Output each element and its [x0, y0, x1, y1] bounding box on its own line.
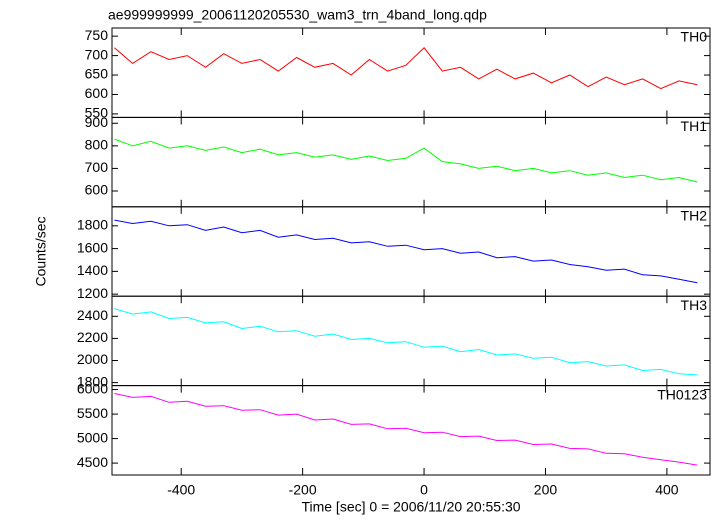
y-axis-label: Counts/sec	[33, 216, 49, 286]
y-tick-label: 550	[85, 105, 109, 121]
y-tick-label: 1800	[77, 373, 108, 389]
series-label: TH2	[681, 208, 708, 224]
series-line	[114, 47, 698, 90]
x-tick-label: 0	[420, 482, 428, 498]
y-tick-label: 1200	[77, 285, 108, 301]
y-tick-label: 800	[85, 137, 109, 153]
series-label: TH0123	[657, 386, 707, 402]
y-tick-label: 700	[85, 159, 109, 175]
panel-frame	[111, 27, 711, 118]
y-tick-label: 700	[85, 46, 109, 62]
y-tick-label: 1400	[77, 262, 108, 278]
y-tick-label: 6000	[77, 380, 108, 396]
y-tick-label: 650	[85, 66, 109, 82]
x-tick-label: 400	[655, 482, 679, 498]
y-tick-label: 1600	[77, 239, 108, 255]
y-tick-label: 600	[85, 182, 109, 198]
panel-frame	[111, 116, 711, 208]
y-tick-label: 750	[85, 27, 109, 43]
series-label: TH3	[681, 297, 708, 313]
y-tick-label: 900	[85, 114, 109, 130]
x-tick-label: 200	[534, 482, 558, 498]
x-tick-label: -200	[289, 482, 317, 498]
series-line	[114, 138, 698, 183]
series-line	[114, 219, 698, 284]
x-axis-label: Time [sec] 0 = 2006/11/20 20:55:30	[301, 499, 520, 515]
y-tick-label: 2000	[77, 351, 108, 367]
y-tick-label: 5500	[77, 405, 108, 421]
series-label: TH1	[681, 118, 708, 134]
y-tick-label: 600	[85, 85, 109, 101]
series-label: TH0	[681, 29, 708, 45]
series-line	[114, 393, 698, 466]
y-tick-label: 5000	[77, 429, 108, 445]
panel-frame	[111, 385, 711, 476]
y-tick-label: 2400	[77, 307, 108, 323]
y-tick-label: 1800	[77, 217, 108, 233]
y-tick-label: 2200	[77, 329, 108, 345]
chart-title: ae999999999_20061120205530_wam3_trn_4ban…	[108, 7, 487, 23]
panel-frame	[111, 295, 711, 387]
y-tick-label: 4500	[77, 454, 108, 470]
x-tick-label: -400	[167, 482, 195, 498]
series-line	[114, 308, 698, 376]
panel-frame	[111, 206, 711, 297]
